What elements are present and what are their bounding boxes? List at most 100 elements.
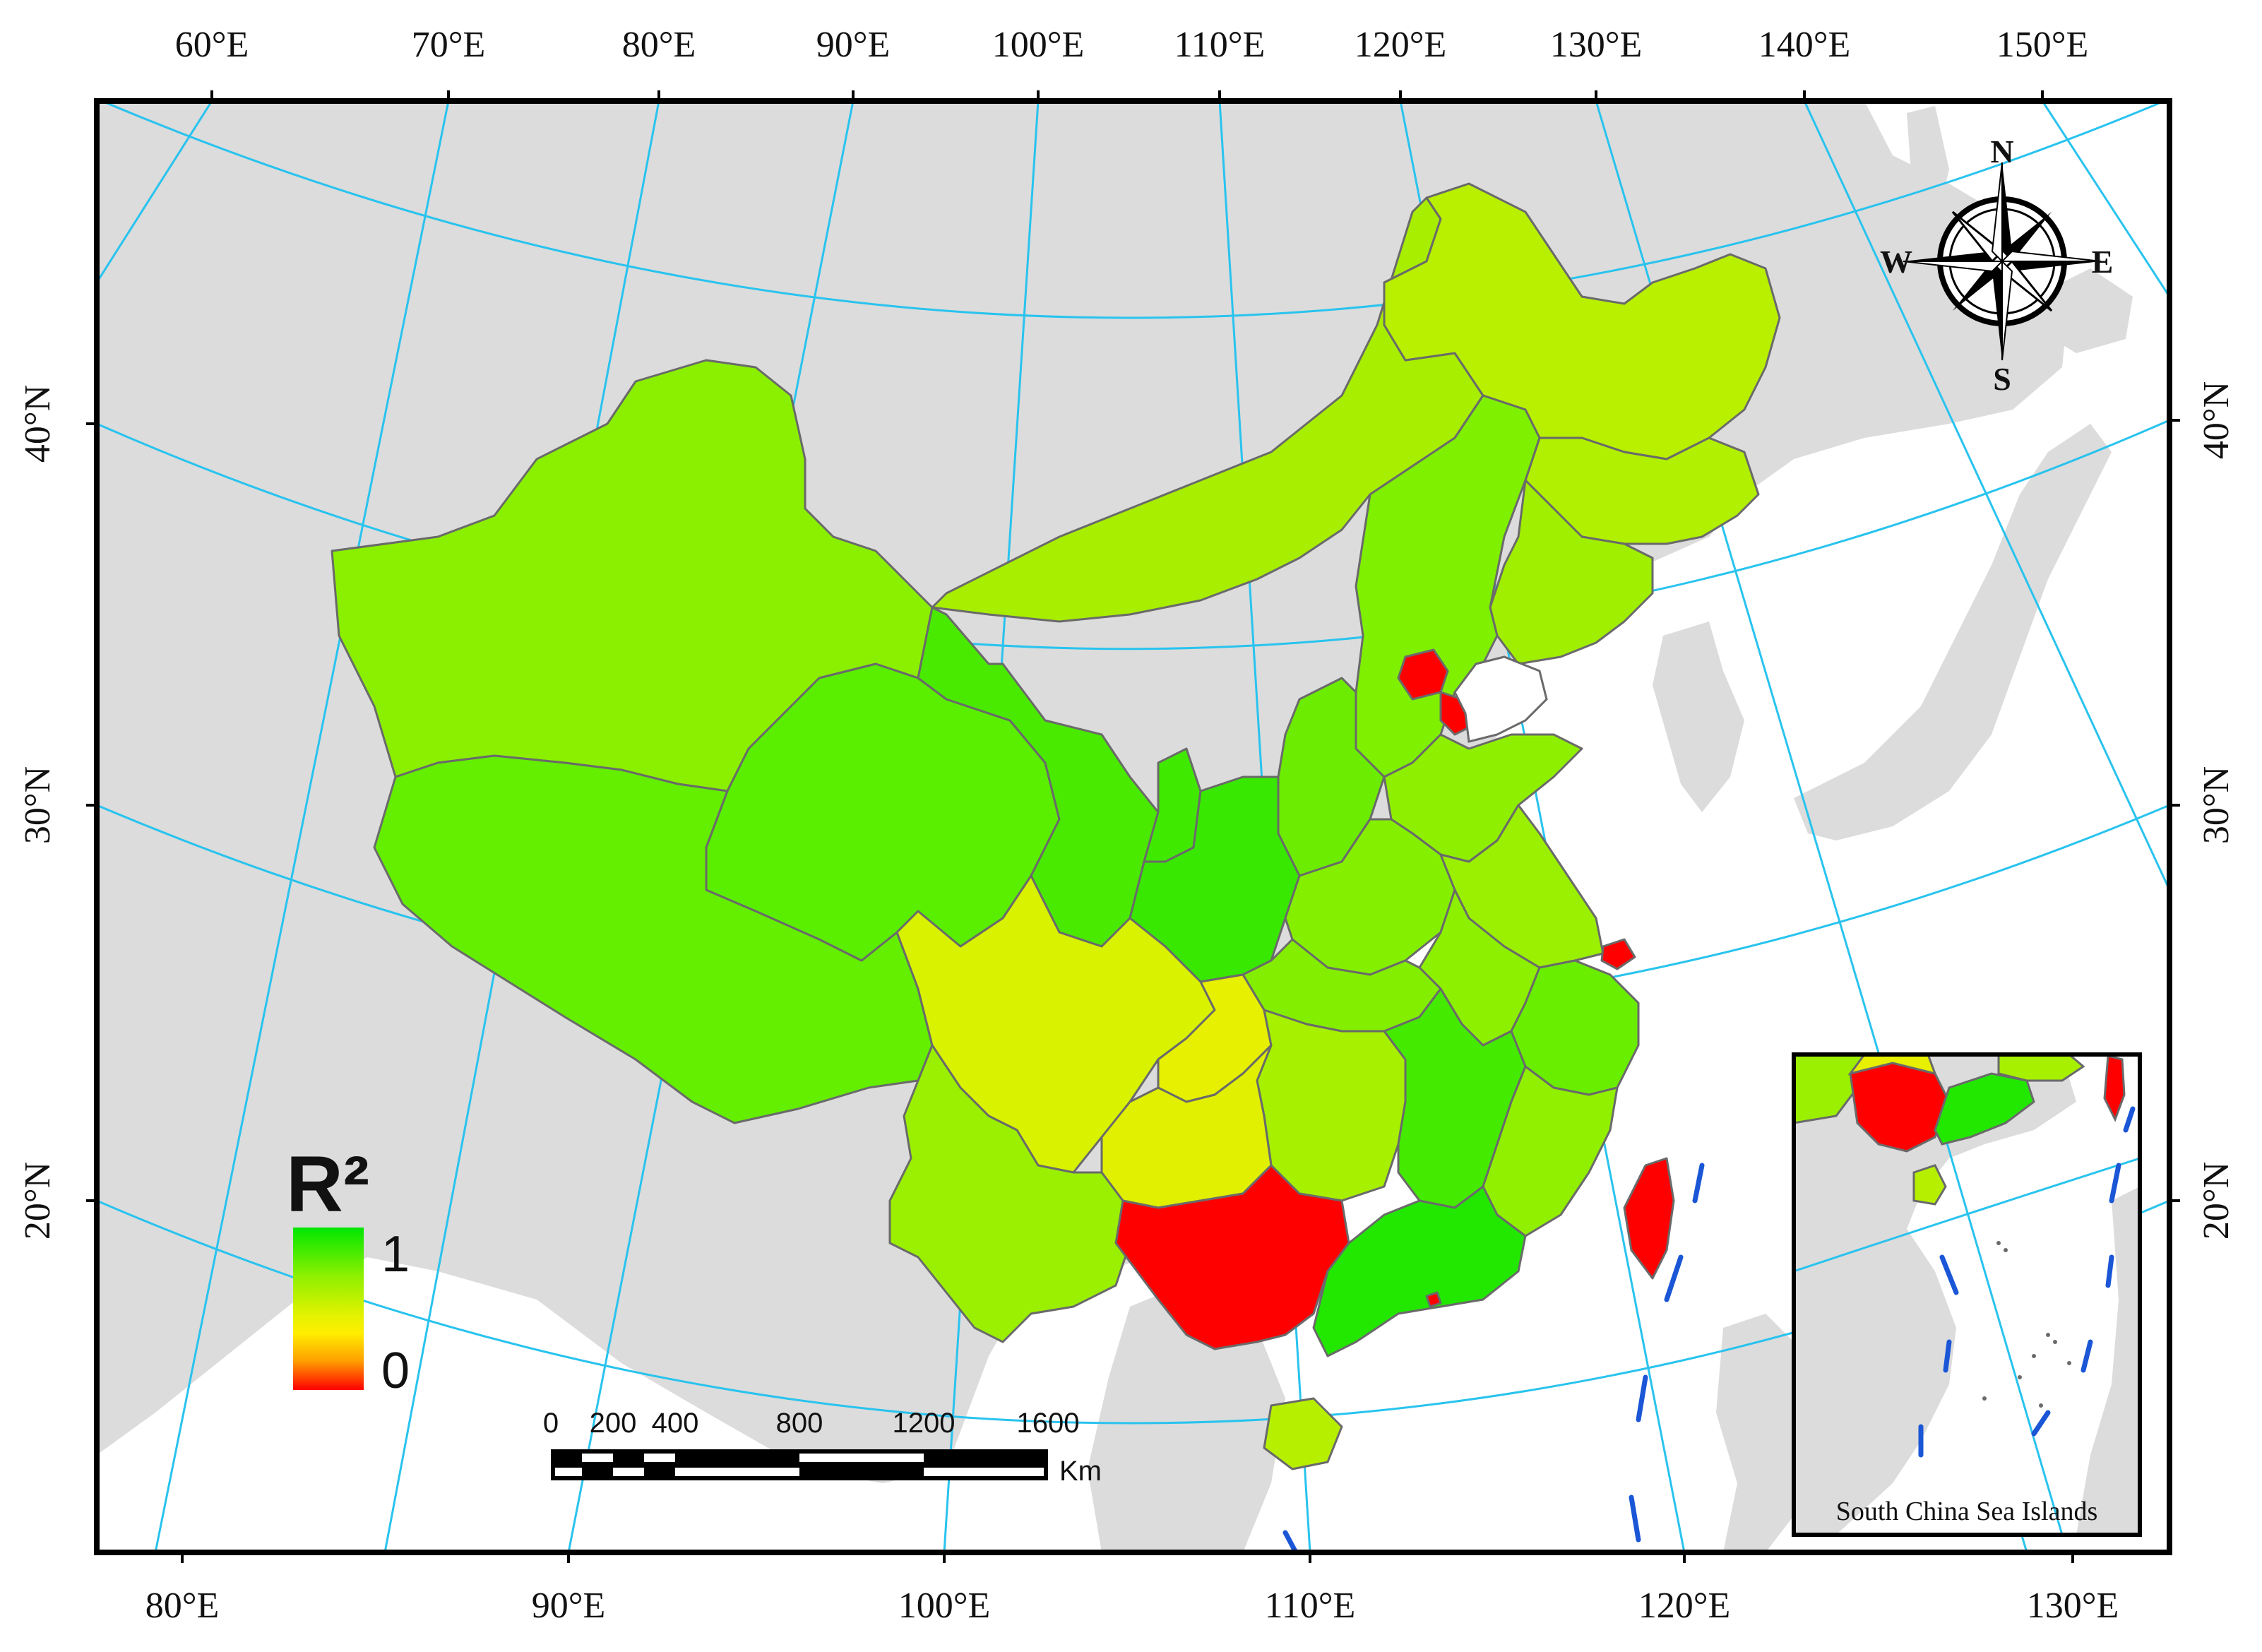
- inset-dash: [2123, 1106, 2136, 1133]
- scale-tick-label: 0: [543, 1408, 559, 1439]
- province-shanghai: [1600, 938, 1636, 970]
- legend-title: R²: [286, 1140, 369, 1228]
- island-dot: [2018, 1375, 2022, 1379]
- compass-star: [1903, 162, 2102, 361]
- inset-yunnan: [1794, 1054, 1866, 1124]
- scale-tick-label: 1200: [893, 1408, 956, 1439]
- scale-segment: [924, 1468, 1044, 1476]
- scale-tick-label: 1600: [1017, 1408, 1080, 1439]
- legend: R² 1 0: [286, 1140, 410, 1399]
- meridian-140e: [1803, 101, 2169, 891]
- inset-taiwan: [2103, 1054, 2126, 1122]
- bottom-longitude-labels: 80°E 90°E 100°E 110°E 120°E 130°E: [145, 1586, 2119, 1626]
- meridian-150e: [2041, 101, 2169, 297]
- lon-label-bottom: 130°E: [2027, 1586, 2119, 1626]
- nine-dash-line: [1282, 1163, 1705, 1552]
- province-guangdong: [1312, 1185, 1527, 1357]
- inset-dash: [2031, 1410, 2051, 1437]
- scale-segment: [555, 1468, 582, 1476]
- sakhalin-land: [1907, 106, 1949, 226]
- region-hong-kong: [1425, 1291, 1442, 1308]
- province-yunnan: [888, 1044, 1131, 1343]
- ne-point: [2002, 212, 2052, 261]
- tick: [86, 419, 2180, 1202]
- frame-ticks: [86, 90, 2180, 1563]
- parallel-50n: [99, 101, 2167, 319]
- japan-land: [1794, 424, 2112, 840]
- lat-label-left: 40°N: [18, 385, 58, 463]
- inset-dash: [1939, 1254, 1959, 1295]
- lat-label-right: 30°N: [2196, 766, 2237, 844]
- lon-label-bottom: 120°E: [1638, 1586, 1731, 1626]
- lon-label-top: 130°E: [1550, 25, 1643, 65]
- inset-hunan-guizhou: [1847, 1054, 1937, 1076]
- scale-bar-segments: [555, 1454, 1044, 1476]
- lon-label-top: 100°E: [992, 25, 1085, 65]
- compass-west-label: W: [1880, 244, 1912, 280]
- north-point-light: [1991, 162, 2003, 263]
- scale-tick-label: 200: [590, 1408, 637, 1439]
- scale-segment: [613, 1468, 644, 1476]
- compass-east-label: E: [2092, 244, 2114, 280]
- dash-segment: [1282, 1530, 1299, 1552]
- island-dot: [1982, 1396, 1987, 1401]
- scale-tick-label: 800: [776, 1408, 823, 1439]
- island-dot: [2039, 1403, 2043, 1408]
- lon-label-top: 150°E: [1996, 25, 2089, 65]
- inset-fujian-jiangxi: [1997, 1054, 2085, 1082]
- island-dot: [1996, 1241, 2001, 1245]
- inset-hainan: [1912, 1164, 1947, 1206]
- lon-label-bottom: 100°E: [898, 1586, 991, 1626]
- lon-label-bottom: 110°E: [1265, 1586, 1356, 1626]
- east-point-light: [2000, 250, 2102, 262]
- scale-segment: [799, 1454, 924, 1462]
- compass-south-label: S: [1993, 361, 2011, 397]
- legend-max-label: 1: [381, 1226, 410, 1283]
- island-dot: [2067, 1361, 2071, 1365]
- scale-unit: Km: [1059, 1456, 1102, 1487]
- lon-label-top: 110°E: [1174, 25, 1266, 65]
- lon-label-bottom: 80°E: [145, 1586, 220, 1626]
- dash-segment: [1692, 1163, 1705, 1204]
- province-taiwan: [1623, 1157, 1675, 1280]
- inset-parallel: [1794, 1157, 2140, 1273]
- lon-label-top: 90°E: [816, 25, 891, 65]
- korea-land: [1653, 622, 1744, 812]
- meridian-70e: [154, 101, 450, 1552]
- scale-bar: 0 200 400 800 1200 1600 Km: [543, 1408, 1102, 1487]
- lon-label-top: 120°E: [1355, 25, 1447, 65]
- map-frame: [97, 101, 2169, 1552]
- lon-label-top: 70°E: [412, 25, 486, 65]
- west-point-light: [1903, 261, 2004, 273]
- lat-label-left: 30°N: [18, 766, 58, 844]
- island-dot: [2032, 1354, 2036, 1358]
- province-fujian: [1482, 1065, 1619, 1237]
- inset-title: South China Sea Islands: [1836, 1497, 2097, 1526]
- tick: [181, 1552, 2074, 1563]
- scale-segment: [644, 1454, 675, 1462]
- province-hainan: [1263, 1397, 1343, 1470]
- lon-label-top: 140°E: [1758, 25, 1851, 65]
- lat-label-right: 40°N: [2196, 381, 2237, 459]
- compass-rose: N S E W: [1880, 133, 2113, 397]
- scale-segment: [675, 1468, 799, 1476]
- lon-label-bottom: 90°E: [532, 1586, 606, 1626]
- inset-map: South China Sea Islands: [1792, 1052, 2142, 1537]
- lon-label-top: 60°E: [175, 25, 249, 65]
- scale-tick-label: 400: [652, 1408, 699, 1439]
- inset-dash: [1943, 1339, 1952, 1373]
- sw-point: [1953, 261, 2002, 311]
- dash-segment: [1629, 1494, 1641, 1543]
- inset-nine-dash-line: [1918, 1106, 2136, 1458]
- inset-guangdong: [1934, 1072, 2035, 1146]
- left-latitude-labels: 40°N 30°N 20°N: [18, 385, 58, 1240]
- inset-islands: [1982, 1241, 2071, 1408]
- lat-label-left: 20°N: [18, 1162, 58, 1240]
- top-longitude-labels: 60°E 70°E 80°E 90°E 100°E 110°E 120°E 13…: [175, 25, 2089, 65]
- compass-north-label: N: [1990, 133, 2013, 170]
- province-liaoning: [1489, 479, 1654, 665]
- dash-segment: [1664, 1254, 1684, 1302]
- legend-min-label: 0: [381, 1343, 410, 1399]
- tick: [210, 90, 2044, 101]
